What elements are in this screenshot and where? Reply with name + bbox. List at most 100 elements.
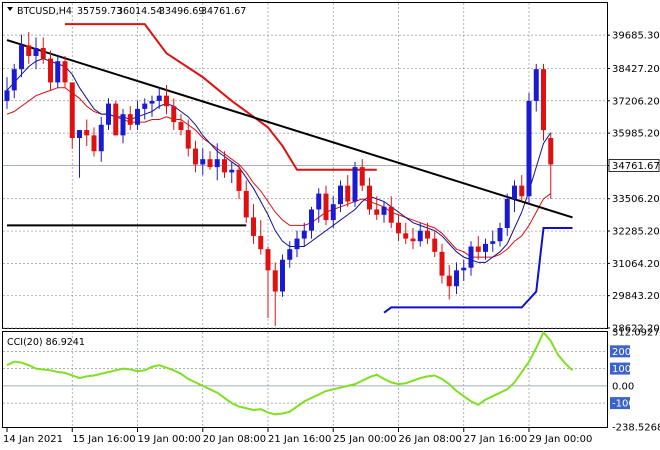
time-axis: 14 Jan 2021 15 Jan 16:00 19 Jan 00:00 20 Ja… bbox=[3, 428, 592, 445]
price-tick-label: 35985.20 bbox=[612, 129, 660, 140]
candle-body bbox=[548, 137, 554, 165]
cci-level-box bbox=[610, 397, 630, 410]
time-tick-label: 19 Jan 00:00 bbox=[138, 434, 201, 445]
candle-body bbox=[33, 47, 39, 56]
price-tick-label: 33506.20 bbox=[612, 194, 660, 205]
price-tick-label: 32285.20 bbox=[612, 227, 660, 238]
candle-body bbox=[541, 69, 546, 131]
candle-body bbox=[4, 90, 10, 101]
candle-body bbox=[280, 259, 285, 292]
cci-tick-label: 0.00 bbox=[612, 381, 634, 392]
cci-tick-label: 312.0927 bbox=[612, 328, 660, 339]
candle-body bbox=[185, 130, 191, 149]
candle-body bbox=[91, 135, 97, 152]
candle-body bbox=[207, 159, 213, 168]
cci-tick-label: 200 bbox=[612, 347, 631, 358]
cci-tick-label: -238.5268 bbox=[612, 423, 660, 434]
cci-grid bbox=[3, 332, 607, 427]
cci-axis: 312.0927 200 100 0.00 -100 -238.5268 bbox=[610, 328, 660, 434]
candles bbox=[4, 32, 554, 326]
price-tick-label: 31064.20 bbox=[612, 259, 660, 270]
candle-body bbox=[330, 204, 336, 221]
candle-body bbox=[461, 267, 467, 271]
candle-body bbox=[272, 270, 278, 292]
candle-body bbox=[338, 185, 343, 205]
stop-red-line bbox=[65, 23, 377, 171]
time-tick-label: 26 Jan 08:00 bbox=[399, 434, 462, 445]
candle-body bbox=[236, 169, 242, 191]
candle-body bbox=[19, 45, 24, 70]
candle-body bbox=[374, 209, 380, 215]
candle-body bbox=[323, 193, 329, 221]
header-symbol: BTCUSD,H4 bbox=[17, 6, 72, 17]
candle-body bbox=[403, 233, 409, 239]
price-tick-label: 38427.20 bbox=[612, 64, 660, 75]
candle-body bbox=[142, 103, 148, 109]
trendline bbox=[6, 39, 573, 219]
price-tick-label: 28622.20 bbox=[612, 324, 660, 335]
candle-body bbox=[26, 45, 32, 56]
last-price-box bbox=[608, 159, 660, 172]
candle-body bbox=[301, 230, 307, 239]
candle-body bbox=[396, 222, 401, 234]
candle-body bbox=[345, 185, 351, 202]
candle-body bbox=[243, 190, 249, 218]
candle-body bbox=[40, 47, 46, 59]
candle-body bbox=[519, 185, 525, 197]
candle-body bbox=[258, 235, 264, 250]
candle-body bbox=[504, 198, 510, 228]
candle-body bbox=[294, 238, 300, 250]
candle-body bbox=[265, 249, 271, 271]
candle-body bbox=[120, 114, 126, 136]
candle-body bbox=[69, 82, 75, 138]
time-tick-label: 25 Jan 00:00 bbox=[333, 434, 396, 445]
cci-tick-label: -100 bbox=[612, 399, 635, 410]
price-axis: 39685.30 38427.20 37206.20 35985.20 34761.67… bbox=[607, 31, 660, 335]
candle-body bbox=[178, 122, 184, 131]
candle-body bbox=[156, 95, 162, 101]
candle-body bbox=[446, 275, 452, 287]
candle-body bbox=[251, 217, 256, 236]
time-tick-label: 27 Jan 16:00 bbox=[464, 434, 527, 445]
cci-label: CCI(20) 86.9241 bbox=[7, 337, 85, 348]
candle-body bbox=[171, 106, 177, 123]
cci-level-box bbox=[610, 362, 630, 375]
header-high: 36014.54 bbox=[117, 6, 162, 17]
candle-body bbox=[193, 148, 198, 165]
candle-body bbox=[526, 100, 532, 197]
candle-body bbox=[200, 159, 206, 165]
candle-body bbox=[316, 193, 322, 210]
candle-body bbox=[113, 103, 119, 136]
cci-tick-label: 100 bbox=[612, 364, 631, 375]
candle-body bbox=[98, 124, 104, 152]
price-tick-label: 37206.20 bbox=[612, 96, 660, 107]
candle-body bbox=[468, 246, 474, 268]
time-tick-label: 14 Jan 2021 bbox=[3, 434, 63, 445]
candle-body bbox=[55, 61, 61, 83]
candle-body bbox=[367, 185, 372, 210]
candle-body bbox=[483, 243, 488, 252]
candle-body bbox=[432, 238, 438, 252]
header-low: 33496.69 bbox=[159, 6, 204, 17]
candle-body bbox=[62, 61, 68, 83]
candle-body bbox=[127, 114, 133, 125]
cci-series bbox=[6, 330, 574, 416]
cci-line bbox=[6, 330, 574, 416]
candle-body bbox=[439, 251, 445, 276]
candle-body bbox=[512, 185, 517, 199]
stop-blue-line bbox=[383, 226, 573, 314]
candle-body bbox=[352, 167, 358, 202]
ma-fast-line bbox=[6, 58, 552, 263]
candle-body bbox=[475, 246, 481, 252]
price-tick-label: 34761.67 bbox=[612, 161, 660, 172]
collapse-triangle-icon[interactable] bbox=[7, 7, 13, 11]
candle-body bbox=[11, 69, 17, 91]
time-tick-label: 20 Jan 08:00 bbox=[203, 434, 266, 445]
candle-body bbox=[84, 130, 90, 136]
cci-panel-frame bbox=[2, 331, 608, 428]
time-tick-label: 21 Jan 16:00 bbox=[268, 434, 331, 445]
candle-body bbox=[381, 206, 387, 215]
candle-body bbox=[214, 159, 220, 168]
candle-body bbox=[77, 130, 82, 138]
